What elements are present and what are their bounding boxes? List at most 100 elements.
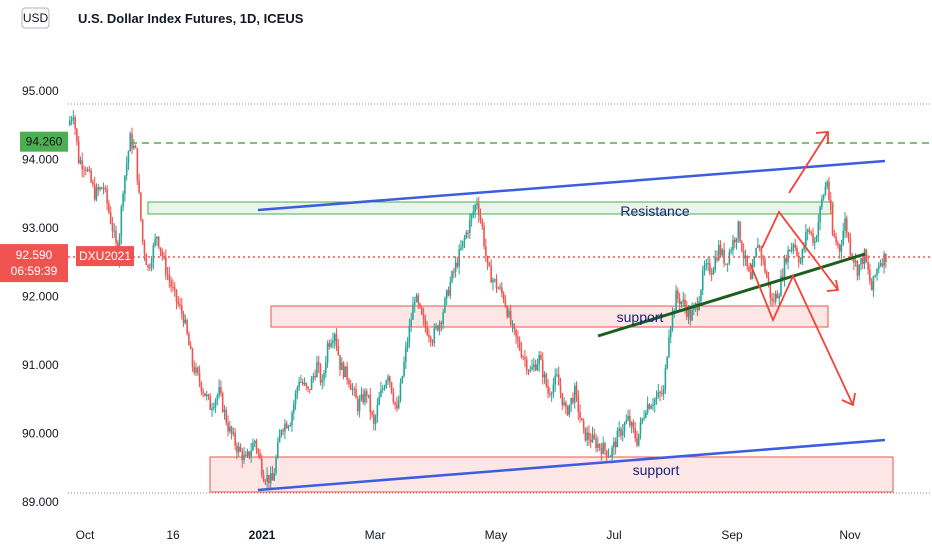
- candle-body: [685, 307, 688, 317]
- candle-body: [285, 423, 288, 429]
- candle-body: [245, 454, 247, 456]
- candle-body: [687, 309, 690, 317]
- candle-body: [618, 428, 620, 432]
- symbol-tag[interactable]: [76, 246, 134, 267]
- candle-body: [534, 364, 537, 371]
- candle-body: [632, 422, 635, 429]
- candle-body: [348, 379, 350, 384]
- candle-body: [337, 345, 340, 356]
- candle-body: [280, 430, 283, 436]
- candle-body: [108, 203, 110, 213]
- candle-body: [168, 274, 171, 281]
- candle-body: [399, 382, 402, 401]
- candle-body: [517, 336, 519, 341]
- candle-body: [442, 312, 444, 324]
- candle-body: [716, 257, 718, 261]
- candle-body: [396, 404, 398, 409]
- candle-body: [76, 128, 78, 142]
- candle-body: [829, 199, 832, 210]
- candle-body: [506, 306, 508, 317]
- candle-body: [881, 263, 884, 266]
- candle-body: [152, 245, 155, 263]
- candle-body: [481, 220, 484, 227]
- candle-body: [134, 145, 137, 149]
- candle-body: [803, 245, 805, 250]
- candle-body: [764, 259, 766, 272]
- support-zone-upper: [270, 305, 829, 328]
- candle-body: [833, 233, 836, 237]
- candle-body: [371, 412, 373, 415]
- candle-body: [689, 309, 692, 321]
- candle-body: [164, 256, 167, 275]
- candle-body: [266, 475, 268, 482]
- candle-body: [415, 295, 418, 303]
- candle-body: [186, 319, 188, 334]
- candle-body: [120, 206, 123, 237]
- candle-body: [241, 451, 244, 461]
- candle-body: [209, 396, 212, 410]
- price-axis[interactable]: 89.000 90.000 91.000 92.000 93.000 94.000 95.0…: [0, 84, 134, 509]
- candle-body: [268, 475, 270, 484]
- candle-body: [842, 230, 845, 245]
- candle-body: [744, 255, 747, 259]
- candle-body: [122, 193, 124, 207]
- candle-body: [664, 368, 667, 390]
- x-tick-label: Jul: [606, 528, 621, 542]
- candle-body: [678, 298, 681, 305]
- candle-body: [824, 186, 827, 195]
- candle-body: [234, 432, 236, 446]
- last-price-tag[interactable]: [0, 244, 68, 283]
- candle-body: [435, 325, 437, 328]
- candle-body: [196, 367, 199, 373]
- candle-body: [851, 254, 853, 259]
- candle-body: [675, 290, 677, 311]
- candle-body: [309, 388, 311, 390]
- candle-body: [733, 239, 736, 243]
- candle-body: [602, 443, 604, 454]
- candle-body: [662, 389, 665, 395]
- candle-body: [741, 241, 743, 252]
- candle-body: [533, 364, 535, 368]
- candle-body: [316, 362, 318, 378]
- candle-body: [751, 266, 754, 280]
- candle-body: [214, 400, 217, 408]
- candle-body: [629, 416, 631, 426]
- candle-body: [637, 433, 640, 446]
- candle-body: [769, 283, 772, 299]
- candle-body: [154, 238, 156, 246]
- candle-body: [593, 434, 596, 439]
- candle-body: [828, 181, 830, 200]
- candle-body: [357, 398, 359, 412]
- candle-body: [858, 264, 861, 276]
- candle-body: [445, 290, 448, 299]
- candle-body: [703, 265, 706, 272]
- candle-body: [525, 359, 528, 371]
- candle-body: [789, 249, 791, 252]
- candle-body: [298, 382, 300, 388]
- candle-body: [511, 324, 514, 326]
- candle-body: [68, 120, 71, 126]
- candle-body: [179, 303, 181, 306]
- candle-body: [365, 391, 368, 396]
- candle-body: [776, 293, 779, 299]
- candle-body: [604, 443, 606, 451]
- currency-badge[interactable]: [21, 7, 50, 29]
- zone-rectangles: [147, 201, 894, 493]
- candle-body: [341, 362, 343, 371]
- x-tick-label: Mar: [365, 528, 386, 542]
- candle-body: [456, 262, 459, 267]
- candle-body: [529, 369, 532, 372]
- candle-body: [223, 409, 226, 412]
- candle-body: [497, 288, 500, 290]
- candle-body: [712, 269, 715, 275]
- candle-body: [732, 239, 734, 251]
- candle-body: [230, 426, 233, 434]
- high-level-price-tag[interactable]: [20, 131, 68, 152]
- candle-body: [369, 394, 372, 413]
- candle-body: [303, 383, 306, 385]
- candle-body: [300, 381, 302, 383]
- candle-body: [730, 250, 732, 252]
- candle-body: [161, 251, 164, 257]
- time-axis[interactable]: Oct 16 2021 Mar May Jul Sep Nov: [76, 528, 861, 542]
